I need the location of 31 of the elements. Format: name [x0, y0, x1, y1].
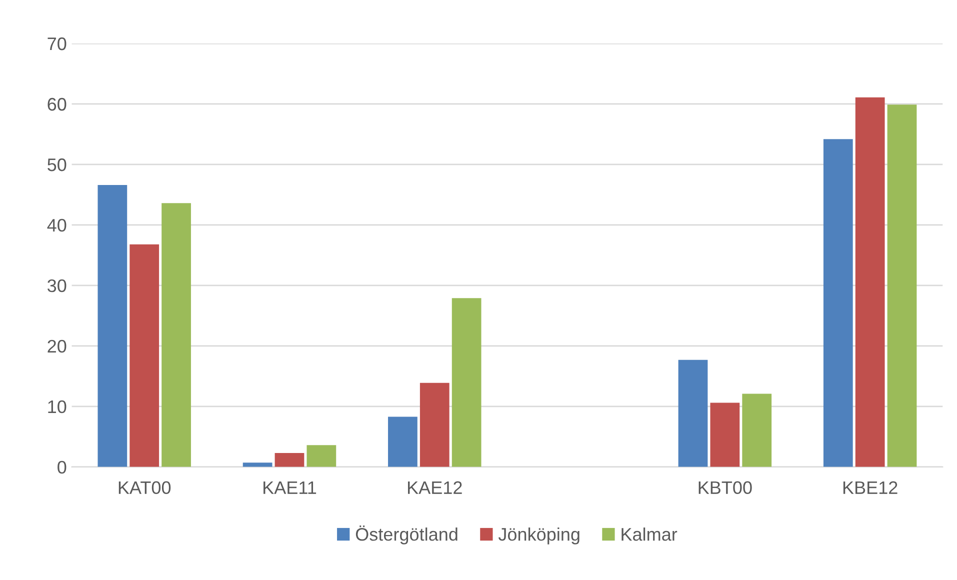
bar — [887, 104, 917, 467]
y-tick-label: 20 — [48, 340, 66, 353]
bar — [742, 394, 772, 467]
bar — [678, 360, 708, 467]
x-tick-label: KBT00 — [698, 481, 752, 494]
bar — [130, 244, 160, 467]
bar — [162, 203, 191, 467]
legend-label: Kalmar — [622, 528, 678, 541]
bar — [274, 452, 304, 467]
bar — [452, 298, 482, 467]
bar — [855, 97, 885, 467]
y-tick-label: 0 — [58, 460, 66, 474]
y-tick-label: 40 — [47, 218, 66, 232]
y-tick-label: 10 — [48, 400, 66, 414]
y-tick-label: 60 — [48, 98, 66, 111]
x-tick-label: KBE12 — [843, 481, 898, 494]
bar — [306, 445, 336, 467]
bar — [98, 185, 128, 467]
y-tick-label: 70 — [48, 37, 66, 50]
x-tick-label: KAT00 — [118, 481, 171, 494]
y-tick-label: 50 — [48, 158, 66, 172]
x-tick-label: KAE12 — [408, 481, 462, 494]
x-tick-label: KAE11 — [264, 481, 316, 494]
legend-label: Östergötland — [356, 525, 458, 544]
bar — [420, 382, 450, 467]
bar — [242, 462, 272, 467]
y-tick-label: 30 — [48, 279, 66, 292]
bar — [388, 416, 418, 467]
bar — [823, 139, 853, 467]
bar — [710, 402, 740, 467]
legend-label: Jönköping — [498, 528, 580, 544]
